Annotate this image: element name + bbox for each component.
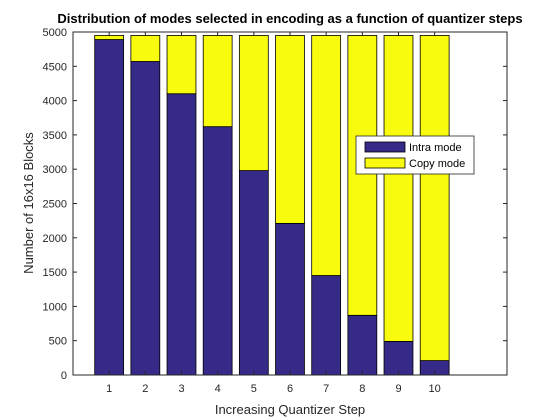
legend-label-intra-mode: Intra mode xyxy=(409,142,462,154)
y-tick-label: 1000 xyxy=(43,301,67,313)
legend-swatch-copy-mode xyxy=(364,157,406,169)
y-tick-label: 2500 xyxy=(43,199,67,211)
bars-group xyxy=(94,35,450,376)
y-tick-label: 500 xyxy=(49,336,67,348)
bar-copy-mode-4 xyxy=(202,35,233,128)
y-tick-label: 2000 xyxy=(43,233,67,245)
y-axis-label: Number of 16x16 Blocks xyxy=(21,132,36,274)
x-tick-label-9: 9 xyxy=(395,383,401,395)
bar-intra-mode-4 xyxy=(202,126,233,376)
bar-intra-mode-2 xyxy=(130,61,161,376)
bar-intra-mode-8 xyxy=(347,314,378,376)
y-tick-label: 4000 xyxy=(43,96,67,108)
y-tick-label: 5000 xyxy=(43,27,67,39)
bar-intra-mode-1 xyxy=(94,39,125,376)
y-tick-label: 0 xyxy=(61,370,67,382)
bar-copy-mode-7 xyxy=(311,35,342,276)
bar-copy-mode-9 xyxy=(383,35,414,342)
x-tick-label-6: 6 xyxy=(287,383,293,395)
bar-intra-mode-9 xyxy=(383,340,414,376)
x-tick-label-4: 4 xyxy=(215,383,221,395)
bar-copy-mode-5 xyxy=(238,35,269,171)
y-tick-label: 1500 xyxy=(43,267,67,279)
y-tick-label: 3000 xyxy=(43,164,67,176)
bar-copy-mode-8 xyxy=(347,35,378,316)
bar-copy-mode-1 xyxy=(94,35,125,40)
x-tick-label-3: 3 xyxy=(178,383,184,395)
y-axis-ticks: 0 500 1000 1500 2000 2500 3000 3500 4000 4500 5000 xyxy=(43,27,507,382)
bar-intra-mode-6 xyxy=(275,222,305,376)
x-tick-label-2: 2 xyxy=(142,383,148,395)
bar-intra-mode-5 xyxy=(238,170,269,376)
legend: Intra mode Copy mode xyxy=(355,135,475,175)
legend-label-copy-mode: Copy mode xyxy=(409,158,465,170)
x-tick-label-5: 5 xyxy=(251,383,257,395)
bar-copy-mode-10 xyxy=(419,35,450,361)
x-axis-label: Increasing Quantizer Step xyxy=(215,402,365,417)
x-tick-label-8: 8 xyxy=(359,383,365,395)
y-tick-label: 3500 xyxy=(43,130,67,142)
x-tick-label-1: 1 xyxy=(106,383,112,395)
bar-intra-mode-7 xyxy=(311,275,342,376)
bar-intra-mode-3 xyxy=(166,93,197,376)
axes-box xyxy=(72,31,508,376)
chart-title: Distribution of modes selected in encodi… xyxy=(57,11,522,26)
legend-swatch-intra-mode xyxy=(364,141,406,153)
bar-copy-mode-2 xyxy=(130,35,161,62)
bar-copy-mode-6 xyxy=(275,35,305,224)
x-axis-ticks: 1 2 3 4 5 6 7 8 9 10 xyxy=(106,32,441,395)
x-tick-label-7: 7 xyxy=(323,383,329,395)
bar-copy-mode-3 xyxy=(166,35,197,95)
x-tick-label-10: 10 xyxy=(429,383,441,395)
y-tick-label: 4500 xyxy=(43,61,67,73)
